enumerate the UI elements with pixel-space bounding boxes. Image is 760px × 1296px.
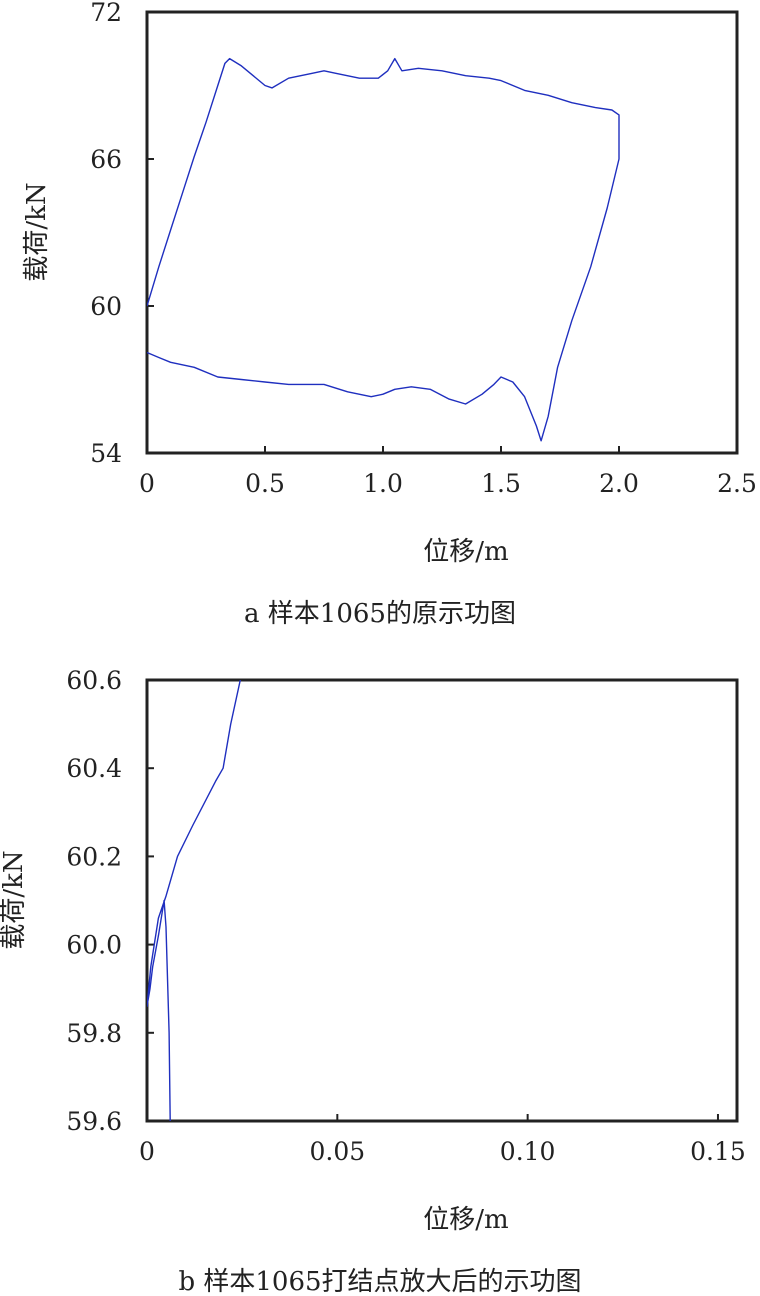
series-line (147, 57, 620, 442)
figure-caption: a 样本1065的原示功图 (244, 599, 516, 629)
x-tick-label: 0.05 (309, 1137, 365, 1166)
series-line (147, 680, 241, 1121)
y-tick-label: 60.0 (66, 931, 122, 960)
x-tick-label: 2.0 (599, 469, 639, 498)
y-tick-label: 60.4 (66, 754, 122, 783)
y-tick-label: 60 (90, 292, 122, 321)
chart-b: 0 0.05 0.10 0.15 59.6 59.8 60.0 60.2 60.4 60.6 位移/… (0, 666, 746, 1296)
x-tick-label: 2.5 (717, 469, 757, 498)
y-tick-label: 72 (90, 0, 122, 27)
y-tick-label: 59.6 (66, 1107, 122, 1136)
chart-a: 0 0.5 1.0 1.5 2.0 2.5 54 60 66 72 位移/m 载荷/kN a 样本106… (22, 0, 757, 629)
x-tick-label: 1.5 (481, 469, 521, 498)
x-tick-label: 0.5 (245, 469, 285, 498)
x-tick-label: 0 (139, 469, 155, 498)
y-tick-label: 54 (90, 439, 122, 468)
plot-frame (145, 10, 739, 455)
x-axis-label: 位移/m (423, 1205, 508, 1235)
y-tick-label: 59.8 (66, 1019, 122, 1048)
x-axis-label: 位移/m (423, 537, 508, 567)
y-tick-label: 60.6 (66, 666, 122, 695)
x-tick-label: 1.0 (363, 469, 403, 498)
x-tick-label: 0.15 (690, 1137, 746, 1166)
y-tick-label: 66 (90, 145, 122, 174)
plot-frame (145, 678, 739, 1123)
x-tick-label: 0.10 (500, 1137, 556, 1166)
y-tick-label: 60.2 (66, 842, 122, 871)
x-tick-label: 0 (139, 1137, 155, 1166)
y-axis-label: 载荷/kN (22, 182, 52, 281)
y-axis-label: 载荷/kN (0, 850, 29, 949)
figure-caption: b 样本1065打结点放大后的示功图 (178, 1267, 581, 1296)
